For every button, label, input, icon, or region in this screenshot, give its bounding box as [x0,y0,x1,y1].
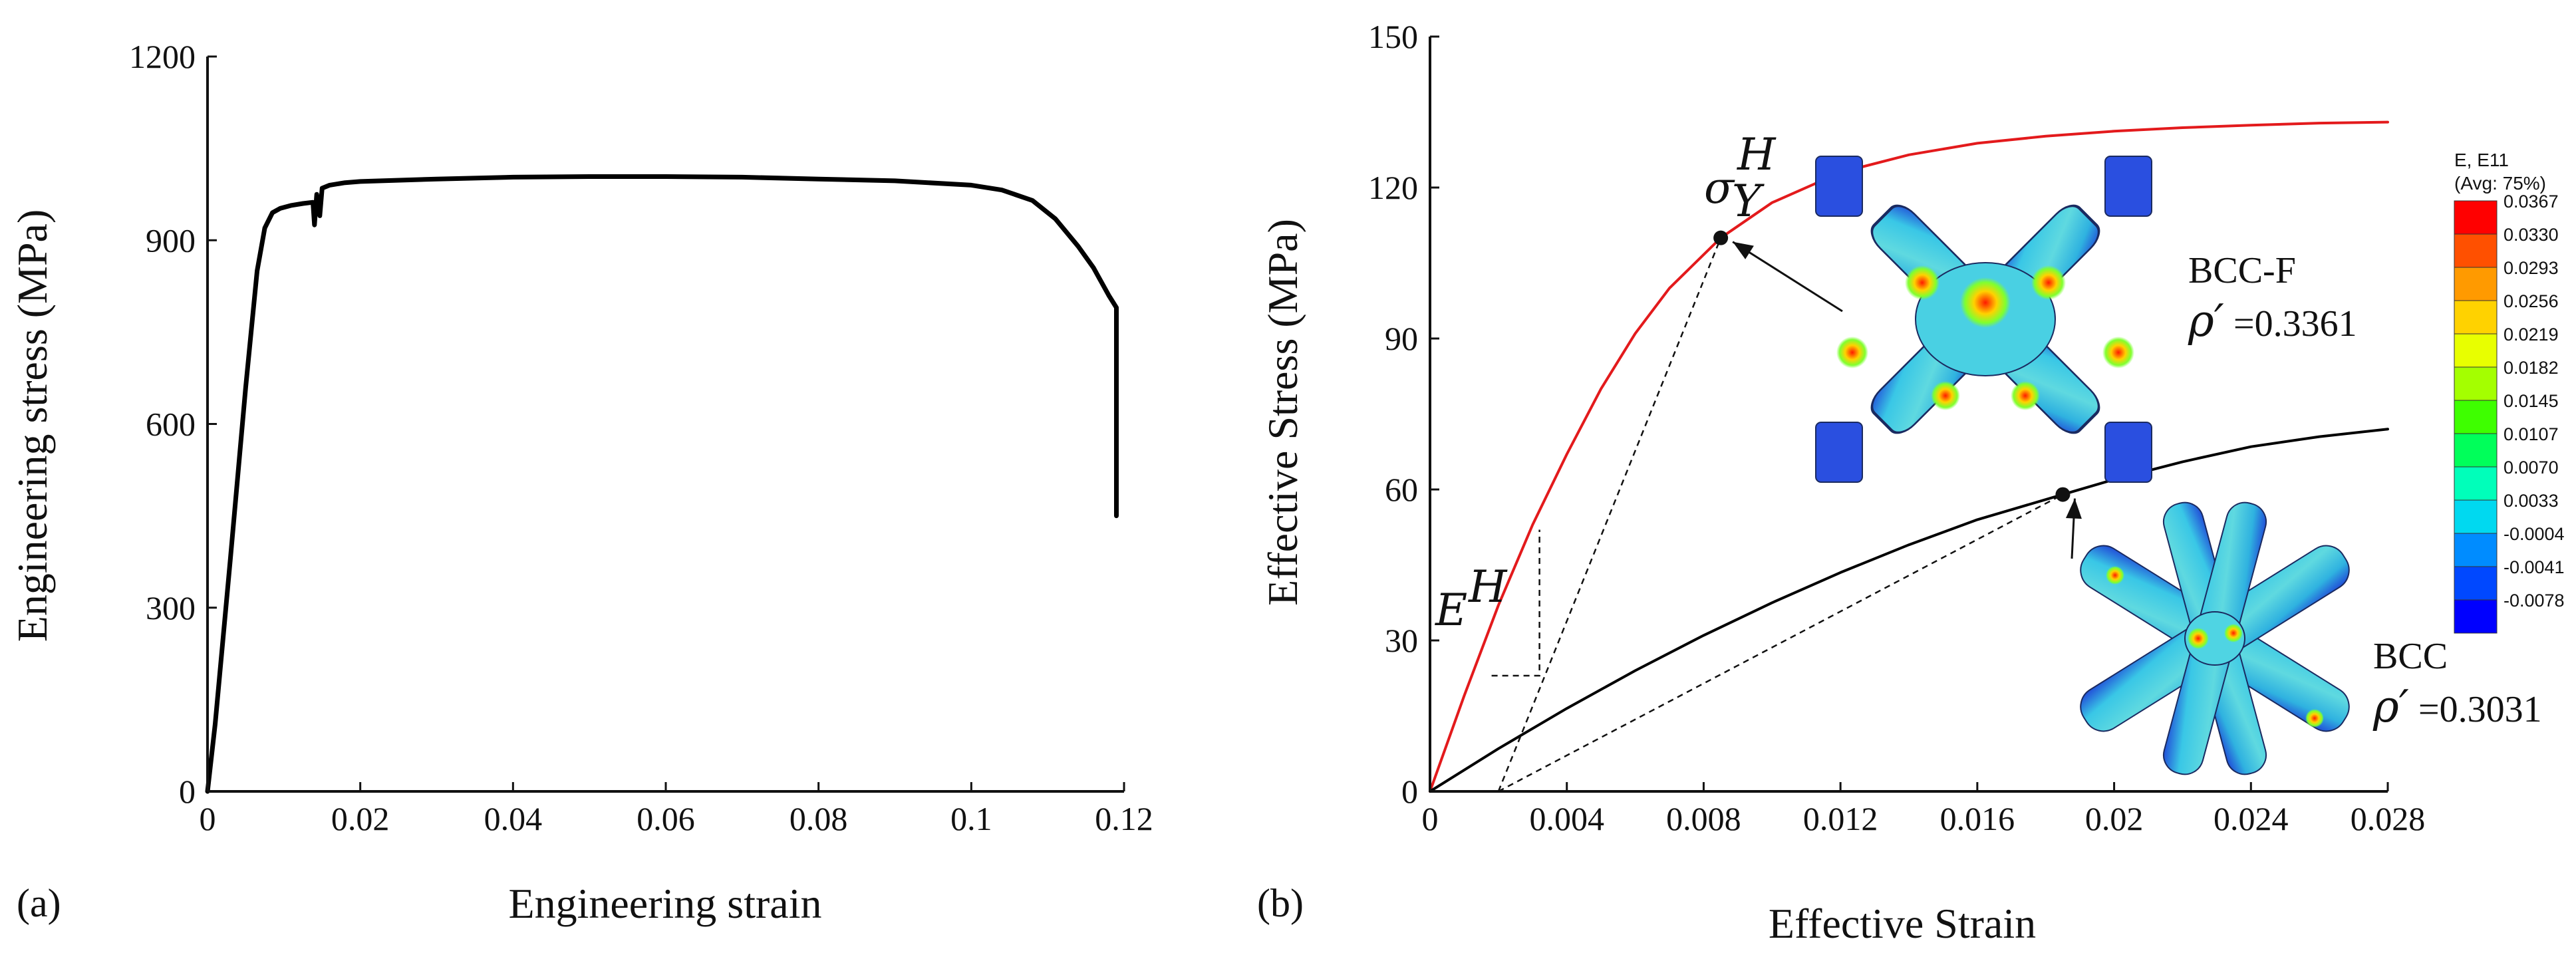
a-y-tick-label: 300 [146,589,196,626]
b-x-tick-label: 0.004 [1529,800,1604,837]
b-x-tick-label: 0.02 [2085,800,2144,837]
b-y-tick-label: 120 [1368,169,1418,206]
b-x-tick-label: 0 [1422,800,1439,837]
a-y-label: Engineering stress (MPa) [9,209,56,642]
a-x-tick-label: 0.02 [331,800,390,837]
b-series-bcc-f [1429,120,2389,793]
colorbar-segment [2454,433,2498,468]
b-y-tick-label: 30 [1385,622,1418,659]
colorbar-label: 0.0330 [2504,225,2559,245]
a-y-tick-label: 0 [179,773,196,810]
colorbar-subtitle: (Avg: 75%) [2454,173,2546,194]
a-series-engineering-stress-strain [205,174,1119,794]
a-x-tick-label: 0.06 [637,800,695,837]
bccf-arrow-head [1733,241,1754,259]
offset-line-bccf [1497,237,1722,792]
bcc-point-marker [2055,487,2071,502]
a-y-tick-label: 600 [146,406,196,443]
panel-b: 0 0.004 0.008 0.012 0.016 0.02 0.024 0.028 0 30 60… [1257,18,2565,947]
bccf-name: BCC-F [2188,250,2296,291]
bcc-lattice-image [2080,501,2350,775]
bcc-name: BCC [2373,636,2448,677]
colorbar-label: 0.0182 [2504,358,2559,378]
colorbar-label: -0.0041 [2504,557,2565,577]
colorbar-segment [2454,300,2498,335]
a-panel-label: (a) [17,881,61,925]
colorbar-label: 0.0070 [2504,458,2559,477]
colorbar-segment [2454,533,2498,567]
a-x-tick-label: 0.1 [950,800,992,837]
colorbar-label: 0.0145 [2504,391,2559,411]
offset-line-bcc [1498,493,2064,793]
b-y-label: Effective Stress (MPa) [1259,219,1306,606]
colorbar-segment [2454,499,2498,534]
a-x-label: Engineering strain [509,880,822,927]
b-x-tick-label: 0.008 [1666,800,1741,837]
yield-stress-superscript: H [1737,129,1777,180]
colorbar-segment [2454,400,2498,434]
bcc-rho-symbol: ρ′ [2372,681,2409,732]
bccf-arrow [1732,241,1843,313]
b-x-tick-label: 0.028 [2351,800,2426,837]
colorbar-label: 0.0033 [2504,491,2559,511]
colorbar-segment [2454,566,2498,601]
bccf-rho-value: =0.3361 [2233,303,2357,344]
b-panel-label: (b) [1257,881,1304,925]
a-x-tick-label: 0 [200,800,216,837]
modulus-label: E [1435,585,1467,636]
b-x-tick-label: 0.012 [1803,800,1878,837]
a-x-tick-label: 0.08 [789,800,848,837]
colorbar-title: E, E11 [2454,150,2509,170]
bccf-rho-symbol: ρ′ [2188,295,2224,346]
bcc-rho-value: =0.3031 [2418,689,2542,730]
a-x-tick-label: 0.12 [1095,800,1153,837]
colorbar-label: 0.0293 [2504,258,2559,278]
colorbar-segment [2454,267,2498,301]
a-x-tick-label: 0.04 [484,800,543,837]
b-y-tick-label: 90 [1385,320,1418,357]
panel-a: 0 0.02 0.04 0.06 0.08 0.1 0.12 0 300 600 900 1200 E… [9,38,1153,927]
b-x-tick-label: 0.016 [1940,800,2015,837]
colorbar-segment [2454,333,2498,368]
b-y-tick-label: 0 [1401,773,1418,810]
colorbar-label: -0.0004 [2504,524,2565,544]
colorbar-segment [2454,233,2498,268]
a-y-tick-label: 900 [146,221,196,259]
colorbar-segment [2454,599,2498,634]
bcc-arrow-head [2065,498,2082,519]
colorbar-segment [2454,200,2498,235]
yield-stress-subscript: Y [1732,176,1765,227]
colorbar-segment [2454,366,2498,401]
colorbar-label: 0.0256 [2504,291,2559,311]
colorbar-label: -0.0078 [2504,591,2565,611]
b-y-tick-label: 60 [1385,471,1418,508]
b-series-bcc [1429,428,2389,793]
a-y-tick-label: 1200 [129,38,196,75]
b-y-tick-label: 150 [1368,18,1418,55]
colorbar-segment [2454,466,2498,501]
yield-stress-label: σ [1704,162,1735,213]
colorbar-label: 0.0219 [2504,325,2559,344]
modulus-superscript: H [1468,561,1508,613]
colorbar-label: 0.0107 [2504,424,2559,444]
b-x-label: Effective Strain [1769,900,2036,947]
bccf-lattice-image [1815,156,2152,483]
colorbar-legend: E, E11 (Avg: 75%) 0.0367 0.0330 0.0293 0.02… [2454,150,2565,634]
b-x-tick-label: 0.024 [2214,800,2289,837]
colorbar-label: 0.0367 [2504,192,2559,211]
modulus-triangle [1491,529,1540,677]
yield-point-marker [1713,230,1729,245]
